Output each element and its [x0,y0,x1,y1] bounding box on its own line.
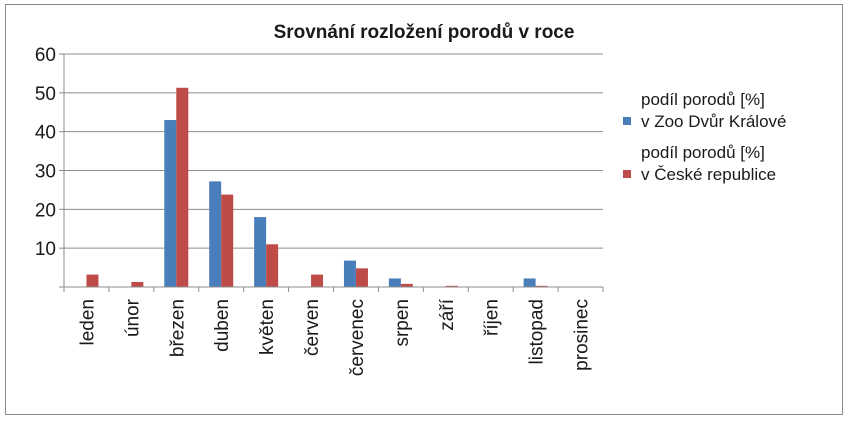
x-tick-label: srpen [392,299,413,347]
x-tick-label: leden [77,299,98,346]
x-tick-label: prosinec [572,299,593,371]
x-tick-labels: leden únor březen duben květen červen červenec… [77,298,592,376]
legend-label: podíl porodů [%] [641,143,765,162]
chart: Srovnání rozložení porodů v roce 10 20 30 4… [35,22,787,376]
bar-zoo-8 [388,278,401,287]
bar-cr-5 [266,244,279,287]
y-tick-label: 20 [35,200,56,221]
bar-cr-6 [311,274,324,287]
bars [86,87,548,288]
legend-label: v České republice [641,165,776,184]
x-tick-label: září [437,298,458,330]
x-tick-label: červenec [347,299,368,376]
legend-label: podíl porodů [%] [641,90,765,109]
axes [59,53,604,292]
y-tick-label: 60 [35,45,56,66]
bar-cr-9 [445,285,458,287]
chart-title: Srovnání rozložení porodů v roce [274,22,575,43]
legend: podíl porodů [%] v Zoo Dvůr Králové podíl … [623,90,787,184]
bar-cr-4 [221,194,234,287]
bar-zoo-11 [523,278,536,287]
x-tick-label: březen [167,299,188,357]
x-tick-label: říjen [482,299,503,336]
x-tick-label: červen [302,299,323,356]
gridlines [64,53,603,249]
bar-zoo-7 [343,260,356,287]
chart-frame: Srovnání rozložení porodů v roce 10 20 30 4… [5,4,843,415]
bar-cr-2 [131,281,144,287]
x-tick-label: duben [212,299,233,352]
bar-cr-1 [86,274,99,287]
bar-cr-8 [400,283,413,287]
legend-swatch [623,117,631,125]
bar-cr-7 [355,268,368,287]
bar-cr-3 [176,87,189,287]
x-tick-label: listopad [527,299,548,365]
y-tick-label: 40 [35,123,56,144]
bar-zoo-5 [254,217,267,287]
legend-label: v Zoo Dvůr Králové [641,112,787,131]
bar-cr-11 [535,285,548,287]
y-tick-label: 50 [35,84,56,105]
x-tick-label: únor [122,298,143,337]
y-tick-label: 10 [35,239,56,260]
y-tick-label: 30 [35,162,56,183]
legend-swatch [623,170,631,178]
bar-zoo-4 [209,181,222,287]
x-tick-label: květen [257,299,278,355]
y-tick-labels: 10 20 30 40 50 60 [35,45,56,260]
bar-zoo-3 [164,120,177,288]
